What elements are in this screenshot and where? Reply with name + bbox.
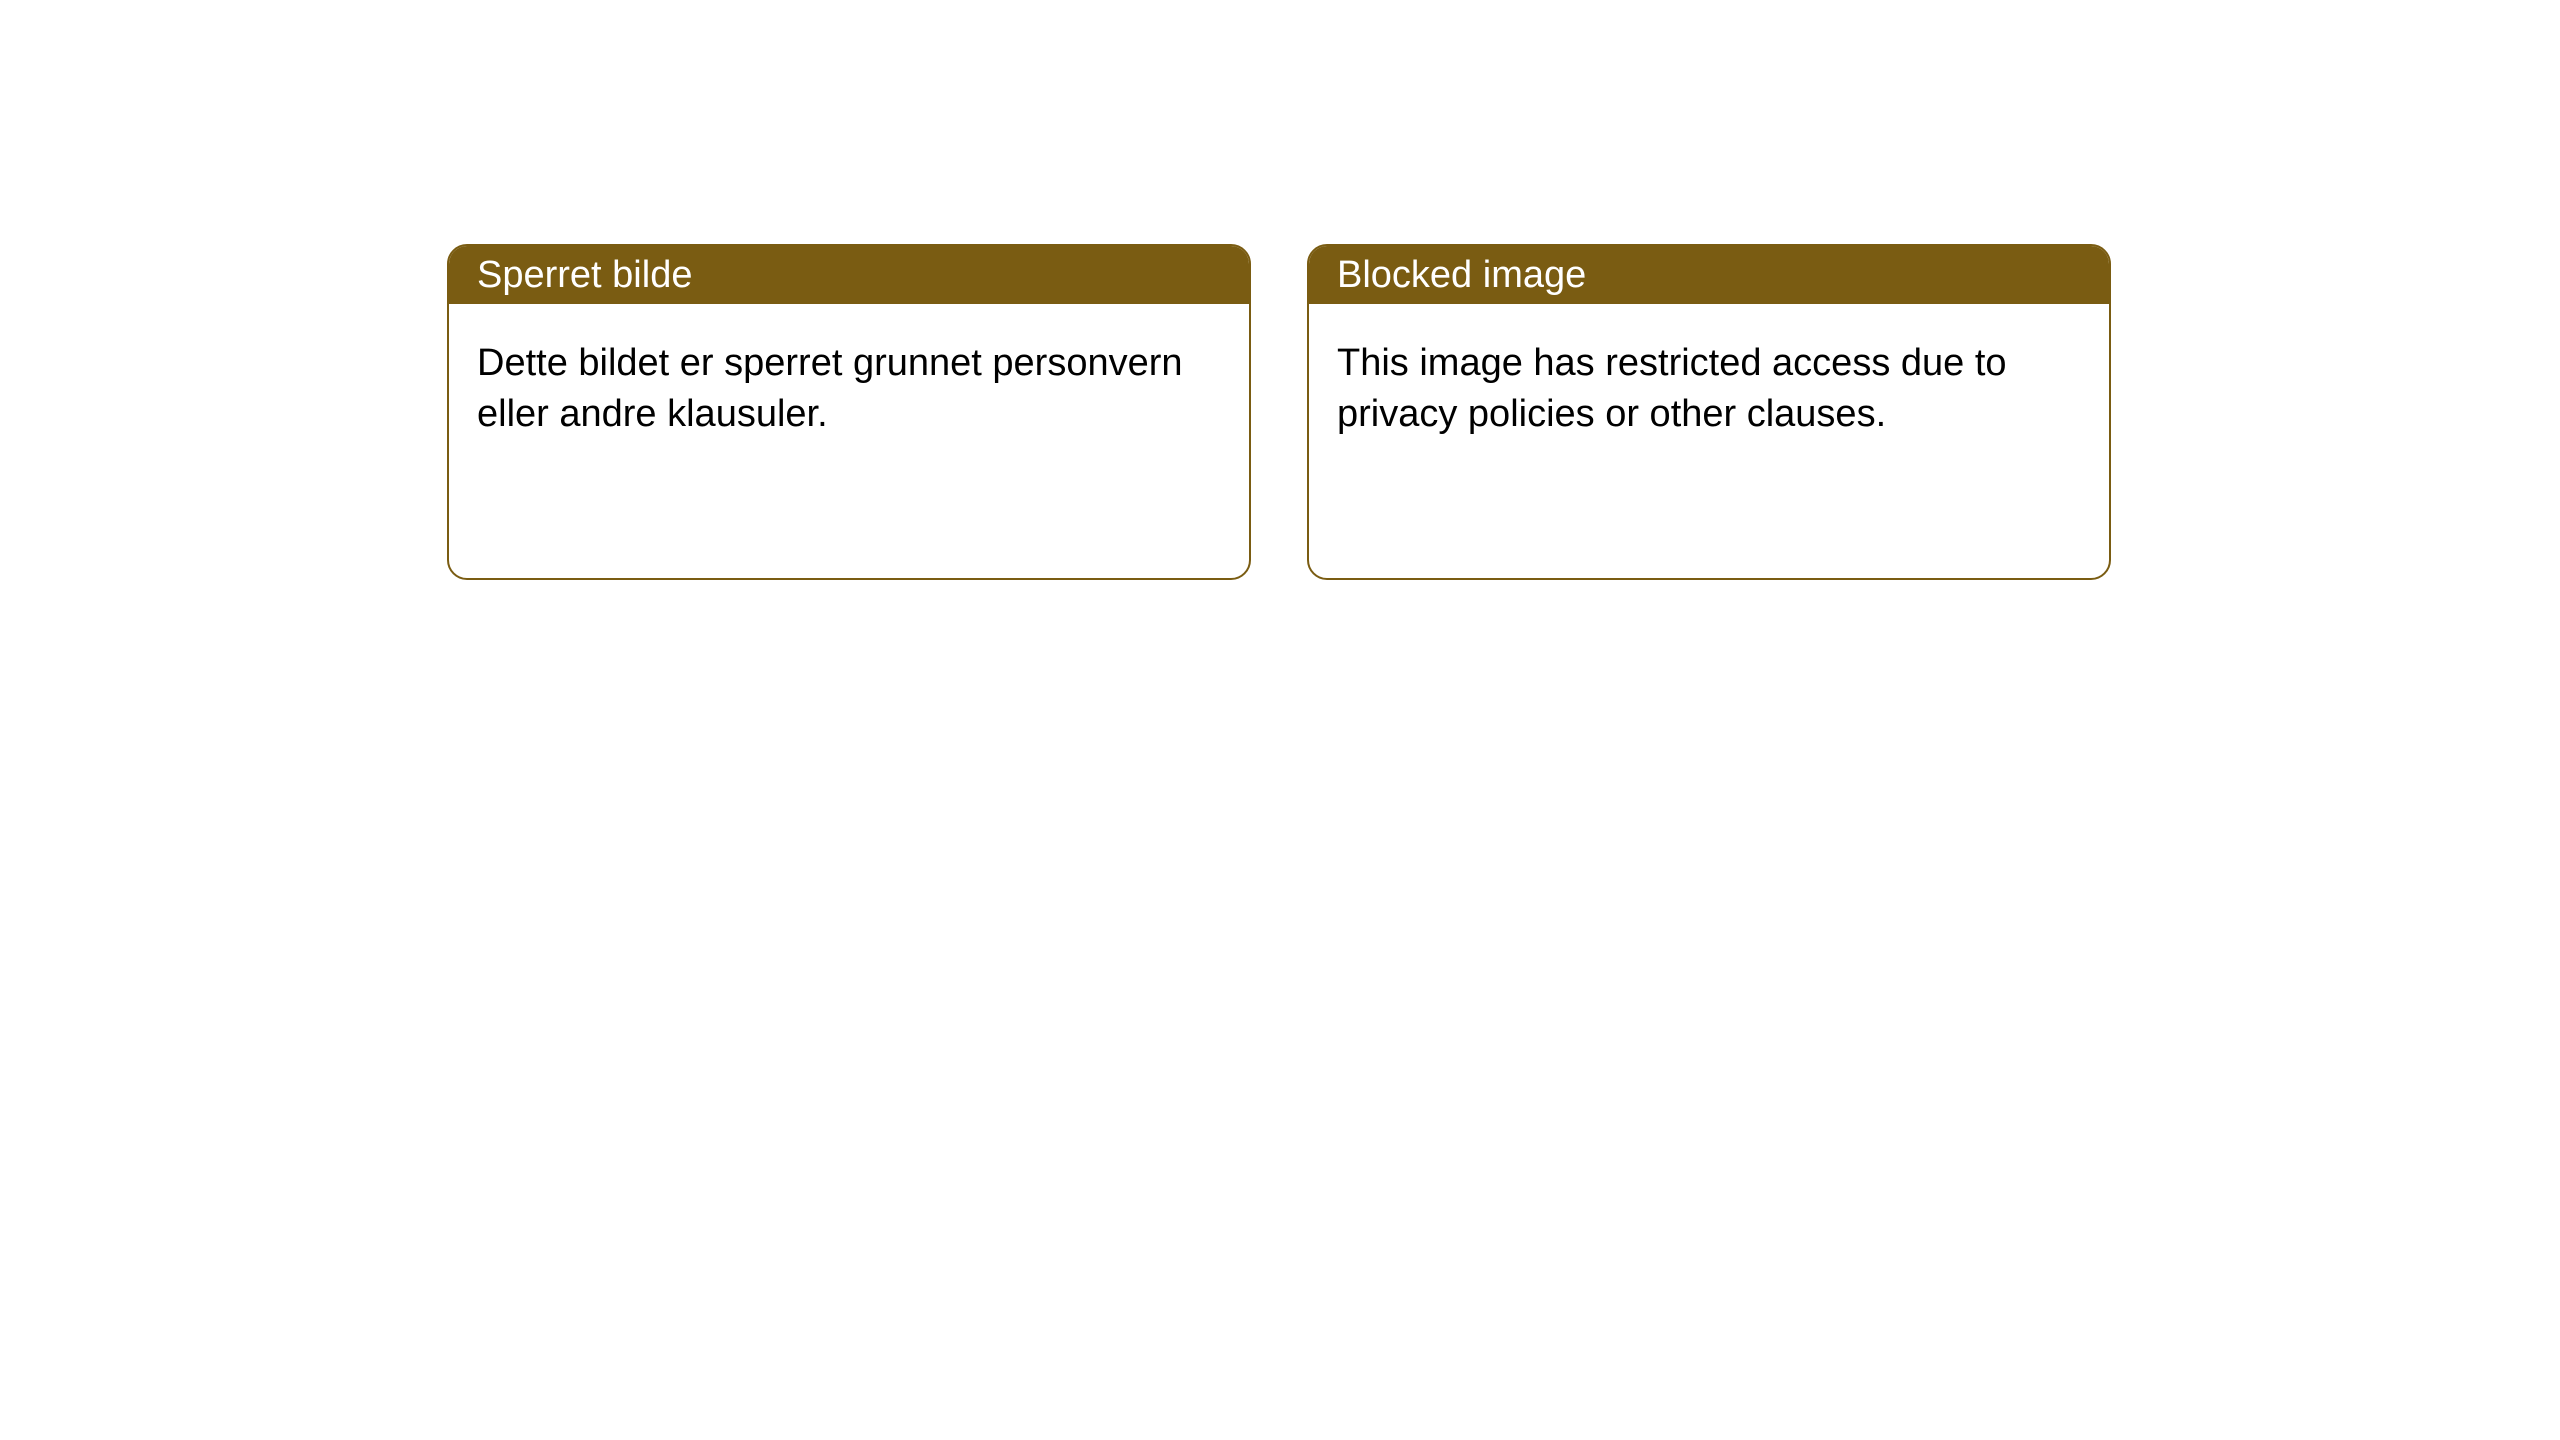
card-body: This image has restricted access due to … [1309, 304, 2109, 475]
card-header: Blocked image [1309, 246, 2109, 304]
notice-card-english: Blocked image This image has restricted … [1307, 244, 2111, 580]
card-title: Blocked image [1337, 254, 1586, 297]
card-body: Dette bildet er sperret grunnet personve… [449, 304, 1249, 475]
notice-container: Sperret bilde Dette bildet er sperret gr… [0, 0, 2560, 580]
card-header: Sperret bilde [449, 246, 1249, 304]
notice-card-norwegian: Sperret bilde Dette bildet er sperret gr… [447, 244, 1251, 580]
card-body-text: This image has restricted access due to … [1337, 338, 2081, 441]
card-title: Sperret bilde [477, 254, 692, 297]
card-body-text: Dette bildet er sperret grunnet personve… [477, 338, 1221, 441]
